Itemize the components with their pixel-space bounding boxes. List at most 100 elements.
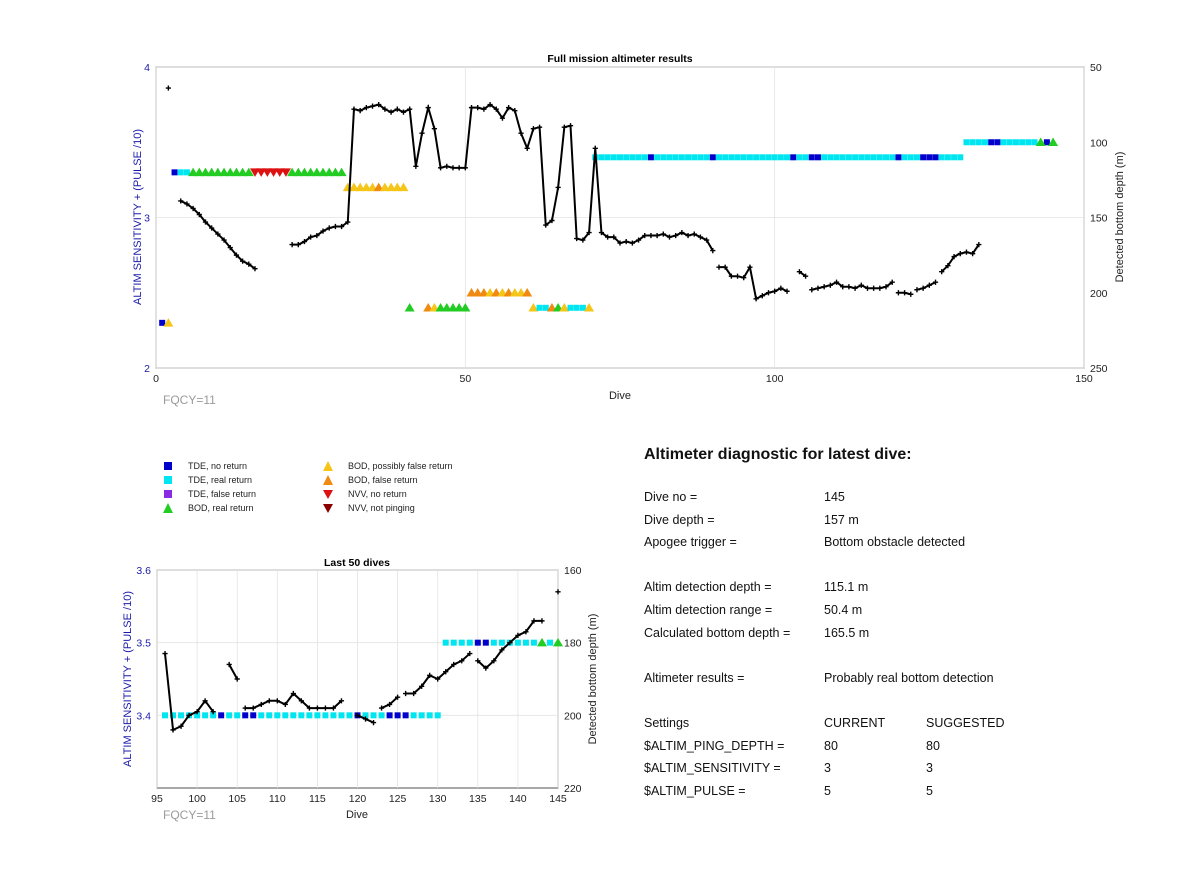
tde-marker [691,154,698,161]
x-tick-label: 100 [188,793,206,805]
tde-marker [202,712,209,719]
tde-marker [864,154,871,161]
depth-point [162,650,168,657]
tde-marker [266,712,273,719]
tde-marker [932,154,939,161]
depth-point [338,698,345,704]
tde-marker [753,154,760,161]
y2-tick-label: 50 [1090,62,1102,74]
tde-marker [1031,139,1038,146]
setting-name: $ALTIM_PULSE = [644,783,746,798]
det-depth-row: Altim detection depth = 115.1 m [644,580,1164,603]
depth-point [258,701,264,708]
depth-point [468,105,475,111]
tde-marker [370,712,377,719]
tde-marker [490,639,497,646]
depth-line [798,270,807,278]
tde-marker [171,169,178,176]
depth-point [246,261,252,267]
x-tick-label: 125 [389,793,407,805]
tde-marker [734,154,741,161]
tde-marker [982,139,989,146]
depth-point [691,231,697,237]
depth-point [184,201,190,207]
depth-point [363,105,369,111]
x-tick-label: 0 [153,373,159,385]
tde-marker [1012,139,1019,146]
top-ylabel: ALTIM SENSITIVITY + (PULSE /10) [132,129,144,305]
depth-point [274,698,280,704]
tde-marker [598,154,605,161]
depth-point [574,235,580,242]
legend-marker-triangle-down [320,501,334,515]
tde-marker [546,639,553,646]
legend-item-nvv-not-pinging: NVV, not pinging [320,501,415,515]
depth-point [165,85,171,91]
bod-marker [1035,137,1046,146]
tde-marker [827,154,834,161]
tde-marker [218,712,225,719]
tde-marker [542,304,549,311]
x-tick-label: 100 [766,373,784,385]
depth-point [314,705,320,711]
depth-point [308,234,314,240]
depth-point [666,234,673,240]
tde-marker [641,154,648,161]
depth-point [215,231,221,237]
depth-point [407,106,413,112]
tde-marker [901,154,908,161]
depth-point [673,232,679,239]
y2-tick-label: 220 [564,783,582,795]
bod-marker [584,303,595,312]
tde-marker [895,154,902,161]
depth-point [908,291,914,297]
tde-marker [306,712,313,719]
det-range-value: 50.4 m [824,602,863,617]
depth-point [507,640,513,646]
tde-marker [678,154,685,161]
tde-marker [579,304,586,311]
depth-point [543,222,549,228]
tde-marker [920,154,927,161]
tde-marker [709,154,716,161]
tde-marker [338,712,345,719]
bod-marker [404,303,415,312]
depth-point [322,705,329,711]
suggested-header: SUGGESTED [926,715,1005,730]
y2-tick-label: 200 [1090,288,1108,300]
tde-marker [771,154,778,161]
tde-marker [1019,139,1026,146]
depth-point [252,266,258,272]
depth-point [765,290,772,296]
depth-point [233,252,240,258]
diagnostic-title: Altimeter diagnostic for latest dive: [644,446,912,463]
dive-no-row: Dive no = 145 [644,490,1164,513]
tde-marker [610,154,617,161]
depth-point [784,288,790,294]
depth-point [475,105,481,111]
tde-marker [833,154,840,161]
results-label: Altimeter results = [644,670,745,685]
depth-point [467,650,473,657]
y-tick-label: 2 [144,363,150,375]
setting-suggested: 80 [926,738,940,753]
tde-marker [226,712,233,719]
depth-point [531,618,537,624]
tde-marker [883,154,890,161]
depth-point [741,275,747,281]
depth-point [413,163,419,169]
depth-point [598,229,605,236]
depth-point [209,225,215,231]
depth-point [320,228,326,234]
depth-point [487,102,493,108]
tde-marker [466,639,473,646]
tde-marker [1006,139,1013,146]
depth-point [234,676,240,682]
depth-point [314,232,320,239]
depth-point [444,163,450,169]
dive-depth-value: 157 m [824,512,859,527]
depth-point [623,238,629,245]
depth-point [339,223,345,230]
y-tick-label: 3.6 [136,565,151,577]
tde-marker [852,154,859,161]
